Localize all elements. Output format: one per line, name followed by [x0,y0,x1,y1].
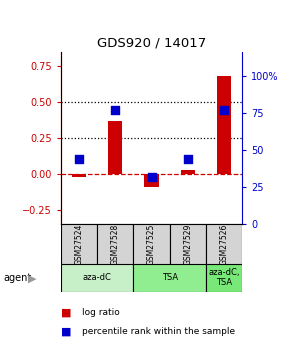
Point [222,108,227,113]
Text: GSM27524: GSM27524 [74,224,83,265]
Bar [61,264,133,292]
Text: GSM27529: GSM27529 [183,224,192,265]
Text: TSA: TSA [161,273,178,282]
Text: ■: ■ [61,326,71,336]
Point [113,108,118,113]
Point [76,156,81,162]
Bar [217,76,231,174]
Bar [133,224,170,264]
Bar [170,224,206,264]
Text: ■: ■ [61,307,71,317]
Bar [144,174,159,187]
Text: percentile rank within the sample: percentile rank within the sample [82,327,235,336]
Bar [72,174,86,177]
Text: ▶: ▶ [28,274,36,283]
Text: GSM27526: GSM27526 [220,224,229,265]
Bar [206,264,242,292]
Point [185,156,190,162]
Text: aza-dC,
TSA: aza-dC, TSA [208,268,240,287]
Bar [108,121,122,174]
Text: log ratio: log ratio [82,308,120,317]
Text: aza-dC: aza-dC [82,273,112,282]
Point [149,174,154,180]
Text: GSM27525: GSM27525 [147,224,156,265]
Text: agent: agent [3,273,31,283]
Bar [97,224,133,264]
Bar [206,224,242,264]
Title: GDS920 / 14017: GDS920 / 14017 [97,36,206,49]
Bar [181,170,195,174]
Bar [133,264,206,292]
Bar [61,224,97,264]
Text: GSM27528: GSM27528 [111,224,120,265]
